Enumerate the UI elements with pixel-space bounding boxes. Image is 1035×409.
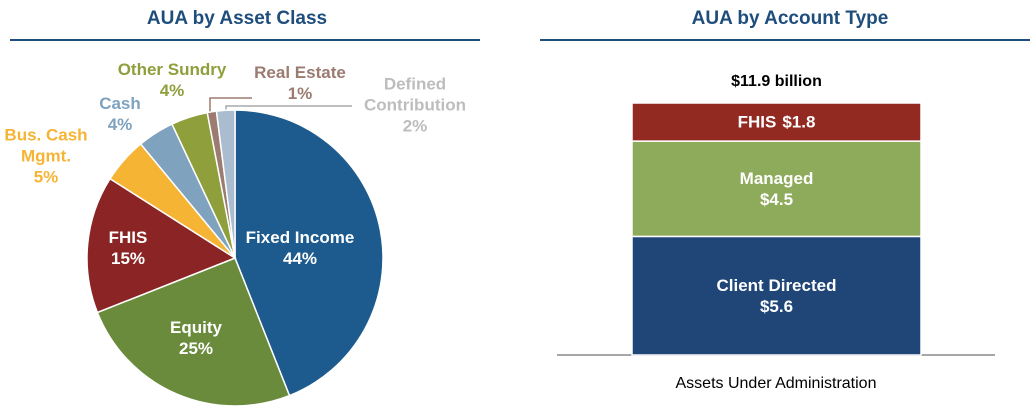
label-text: 2% [402,116,428,136]
label-text: 15% [110,249,146,268]
data-label: Other Sundry 4% [97,59,247,101]
label-text: Real Estate [254,63,346,82]
label-text: 4% [107,115,133,134]
chart-title: AUA by Asset Class [146,8,328,29]
label-text: FHIS [108,228,148,247]
data-label: FHIS $1.8 [647,112,907,133]
label-text: $5.6 [759,296,794,316]
label-text: Defined Contribution [364,74,466,115]
label-text: Managed [739,168,814,188]
data-label: Real Estate 1% [235,62,365,104]
data-label: Fixed Income 44% [220,227,380,269]
label-text: 25% [178,339,214,358]
label-text: $1.8 [782,112,816,132]
bar-segment [631,235,922,356]
label-text: Bus. Cash Mgmt. [4,125,88,166]
label-text: 4% [159,81,185,100]
pie-slice [215,109,236,259]
data-label: Client Directed $5.6 [647,275,907,317]
x-tick-label: Assets Under Administration [676,375,877,392]
leader-line [209,97,252,112]
label-text: Fixed Income [245,228,355,247]
label-text: 1% [287,84,313,103]
pie-slice [96,257,291,407]
chart-title: AUA by Account Type [691,8,889,29]
label-text: Other Sundry [117,60,227,79]
label-text: FHIS [737,112,777,132]
data-label: Managed $4.5 [647,168,907,210]
data-label: Defined Contribution 2% [350,74,480,137]
label-text: Cash [99,94,141,113]
pie-slice [86,177,237,314]
pie-slice [234,109,384,397]
data-label: Equity 25% [136,317,256,359]
data-label: Bus. Cash Mgmt. 5% [0,125,96,188]
label-text: 44% [282,249,318,268]
data-label: Cash 4% [90,93,150,135]
label-text: Equity [170,318,222,337]
label-text: Client Directed [716,275,837,295]
label-text: 5% [33,167,59,187]
label-text: $4.5 [759,189,794,209]
bar-segment [631,140,922,238]
total-label: $11.9 billion [731,73,822,90]
data-label: FHIS 15% [88,227,168,269]
bar-segment [631,102,922,142]
